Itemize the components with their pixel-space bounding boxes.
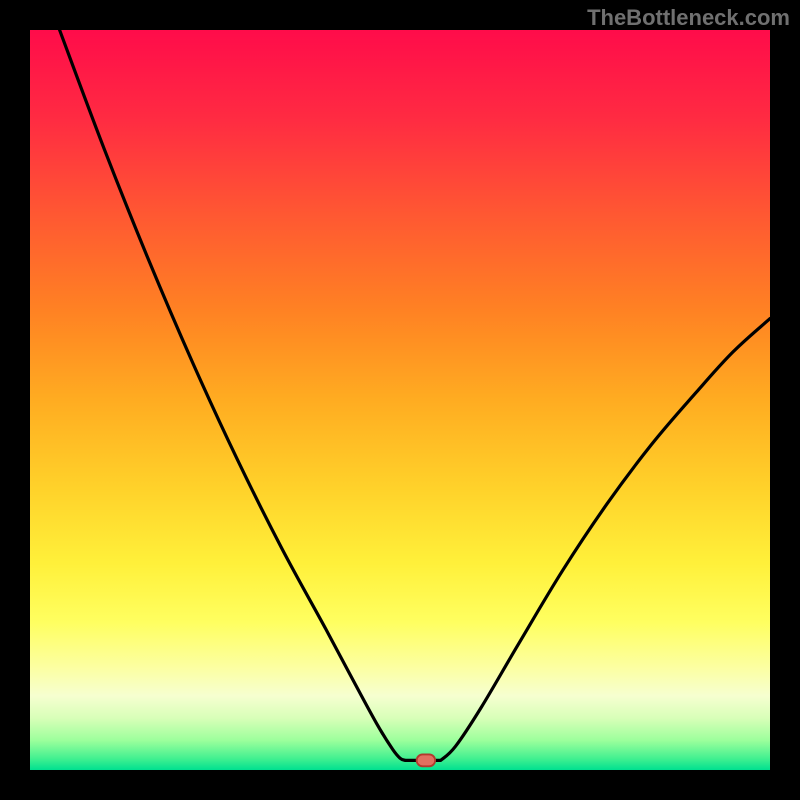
bottleneck-chart — [0, 0, 800, 800]
optimum-marker — [417, 754, 436, 766]
watermark-text: TheBottleneck.com — [587, 5, 790, 31]
gradient-background — [30, 30, 770, 770]
chart-container: TheBottleneck.com — [0, 0, 800, 800]
